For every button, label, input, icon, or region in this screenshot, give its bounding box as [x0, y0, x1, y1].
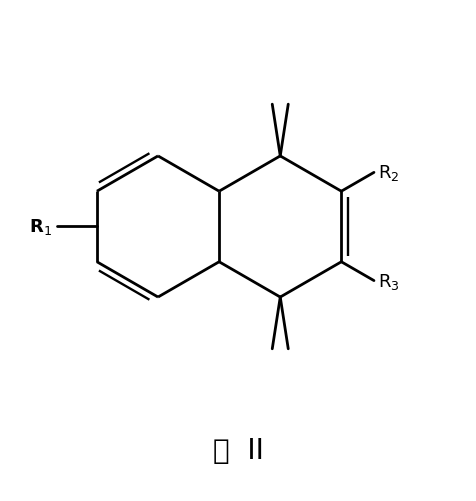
- Text: R$_2$: R$_2$: [378, 163, 399, 183]
- Text: 式  II: 式 II: [213, 436, 263, 464]
- Text: R$_1$: R$_1$: [30, 217, 52, 237]
- Text: R$_3$: R$_3$: [378, 271, 399, 291]
